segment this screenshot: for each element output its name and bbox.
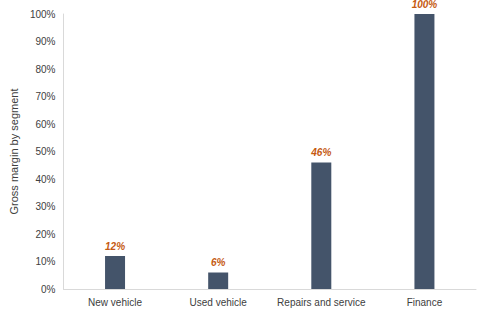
svg-text:20%: 20% [35, 229, 55, 240]
svg-text:30%: 30% [35, 201, 55, 212]
svg-text:New vehicle: New vehicle [88, 297, 142, 308]
svg-text:0%: 0% [41, 284, 56, 295]
svg-text:50%: 50% [35, 146, 55, 157]
svg-text:80%: 80% [35, 64, 55, 75]
svg-text:60%: 60% [35, 119, 55, 130]
svg-text:6%: 6% [211, 257, 226, 268]
svg-text:Used vehicle: Used vehicle [190, 297, 248, 308]
svg-text:46%: 46% [310, 147, 331, 158]
svg-text:100%: 100% [30, 9, 56, 20]
svg-text:40%: 40% [35, 174, 55, 185]
svg-text:90%: 90% [35, 36, 55, 47]
svg-text:Finance: Finance [407, 297, 443, 308]
svg-text:Repairs and service: Repairs and service [277, 297, 366, 308]
svg-text:100%: 100% [412, 0, 438, 10]
svg-text:Gross margin by segment: Gross margin by segment [8, 89, 20, 215]
svg-text:70%: 70% [35, 91, 55, 102]
svg-text:12%: 12% [105, 241, 125, 252]
svg-text:10%: 10% [35, 256, 55, 267]
